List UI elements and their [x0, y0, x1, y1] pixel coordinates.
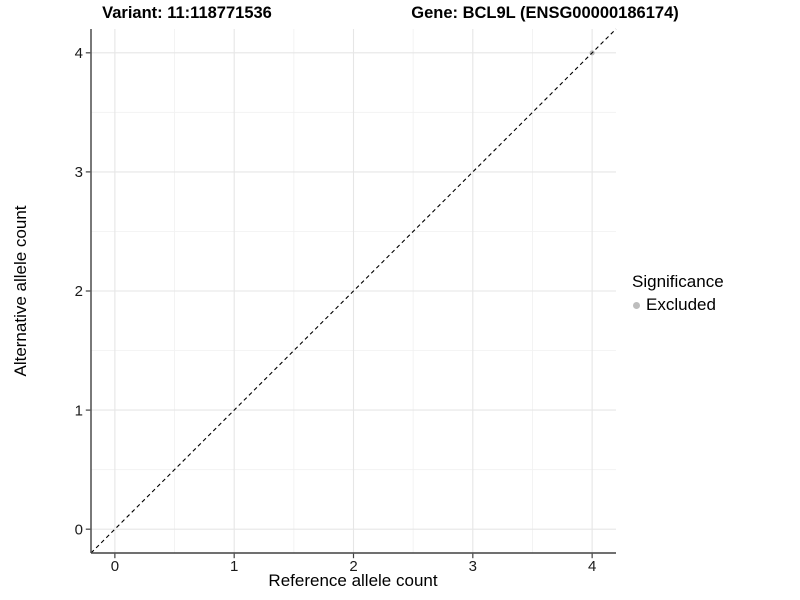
svg-text:4: 4: [75, 45, 83, 62]
y-axis-title: Alternative allele count: [11, 205, 30, 377]
svg-text:1: 1: [230, 558, 238, 575]
legend-item-label: Excluded: [646, 295, 716, 314]
svg-text:2: 2: [75, 283, 83, 300]
excluded-point-icon: [633, 301, 640, 309]
legend-item-excluded: Excluded: [632, 295, 724, 315]
x-axis-title: Reference allele count: [268, 571, 438, 590]
svg-text:1: 1: [75, 402, 83, 419]
svg-text:3: 3: [469, 558, 477, 575]
y-tick-labels: 0 1 2 3 4: [75, 45, 83, 538]
svg-text:0: 0: [111, 558, 119, 575]
legend-title: Significance: [632, 272, 724, 291]
svg-text:4: 4: [588, 558, 596, 575]
identity-line: [90, 28, 617, 554]
gene-title: Gene: BCL9L (ENSG00000186174): [411, 4, 679, 22]
variant-title: Variant: 11:118771536: [102, 4, 272, 22]
svg-text:3: 3: [75, 164, 83, 181]
axis-ticks: [85, 52, 593, 559]
x-tick-labels: 0 1 2 3 4: [111, 558, 597, 575]
axis-lines: [90, 29, 616, 554]
svg-text:0: 0: [75, 521, 83, 538]
svg-text:2: 2: [349, 558, 357, 575]
legend: Significance Excluded: [632, 272, 724, 315]
